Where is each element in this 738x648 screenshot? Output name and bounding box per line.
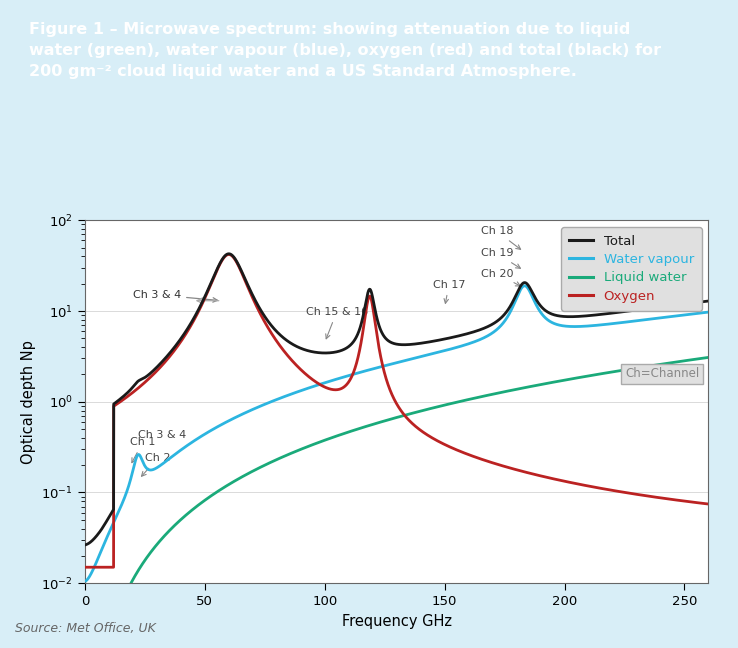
Text: Source: Met Office, UK: Source: Met Office, UK (15, 622, 156, 635)
Text: Ch 3 & 4: Ch 3 & 4 (137, 430, 186, 440)
Y-axis label: Optical depth Np: Optical depth Np (21, 340, 35, 464)
Text: Ch 2: Ch 2 (142, 454, 170, 476)
Text: Figure 1 – Microwave spectrum: showing attenuation due to liquid
water (green), : Figure 1 – Microwave spectrum: showing a… (29, 21, 661, 78)
Text: Ch 20: Ch 20 (480, 268, 520, 286)
Text: Ch 19: Ch 19 (480, 248, 520, 268)
Legend: Total, Water vapour, Liquid water, Oxygen: Total, Water vapour, Liquid water, Oxyge… (562, 227, 702, 310)
Text: Ch 17: Ch 17 (432, 280, 465, 303)
Text: Ch 1: Ch 1 (130, 437, 155, 463)
Text: Ch=Channel: Ch=Channel (625, 367, 699, 380)
X-axis label: Frequency GHz: Frequency GHz (342, 614, 452, 629)
Text: Ch 18: Ch 18 (480, 226, 520, 249)
Text: Ch 3 & 4: Ch 3 & 4 (133, 290, 218, 302)
Text: Ch 15 & 16: Ch 15 & 16 (306, 307, 368, 339)
